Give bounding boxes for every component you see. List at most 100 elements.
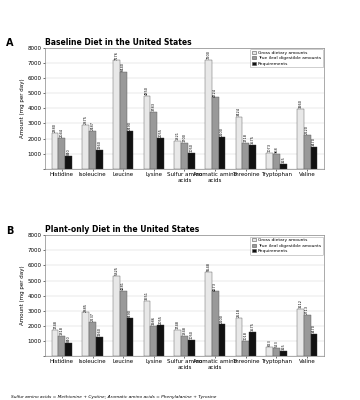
Text: 2237: 2237 <box>90 312 95 321</box>
Bar <box>266 152 273 169</box>
Text: Baseline Diet in the United States: Baseline Diet in the United States <box>45 38 192 47</box>
Text: 2055: 2055 <box>159 315 163 324</box>
Text: 3112: 3112 <box>298 299 302 308</box>
Text: Sulfur amino acids = Methionine + Cystine; Aromatic amino acids = Phenylalanine : Sulfur amino acids = Methionine + Cystin… <box>11 395 216 399</box>
Text: 4281: 4281 <box>121 282 125 290</box>
Text: 2044: 2044 <box>60 128 64 137</box>
Text: 2100: 2100 <box>220 127 224 136</box>
Bar <box>236 318 242 356</box>
Text: 2055: 2055 <box>159 128 163 137</box>
Bar <box>236 117 242 169</box>
Bar <box>113 60 120 169</box>
Text: 1986: 1986 <box>152 316 156 325</box>
Bar <box>205 60 212 169</box>
Legend: Gross dietary amounts, True ileal digestible amounts, Requirements: Gross dietary amounts, True ileal digest… <box>250 236 323 255</box>
Y-axis label: Amount (mg per day): Amount (mg per day) <box>20 78 25 138</box>
Bar <box>188 153 195 169</box>
Text: 1318: 1318 <box>60 326 64 335</box>
Text: 1260: 1260 <box>97 327 101 336</box>
Bar <box>89 131 96 169</box>
Bar <box>65 156 72 169</box>
Bar <box>273 154 280 169</box>
Bar <box>273 348 280 356</box>
Bar <box>249 145 256 169</box>
Text: 2490: 2490 <box>128 121 132 130</box>
Bar <box>174 141 181 169</box>
Text: 5325: 5325 <box>114 266 118 275</box>
Text: 7200: 7200 <box>206 50 210 59</box>
Text: 1050: 1050 <box>189 143 193 152</box>
Y-axis label: Amount (mg per day): Amount (mg per day) <box>20 266 25 326</box>
Bar <box>174 330 181 356</box>
Text: 3424: 3424 <box>237 107 241 116</box>
Bar <box>311 146 317 169</box>
Text: 5548: 5548 <box>206 262 210 271</box>
Bar <box>304 135 311 169</box>
Text: 3783: 3783 <box>152 102 156 111</box>
Text: B: B <box>6 226 13 236</box>
Text: 6440: 6440 <box>121 62 125 71</box>
Bar <box>82 125 89 169</box>
Text: 1748: 1748 <box>176 320 180 329</box>
Bar <box>242 143 249 169</box>
Text: 2490: 2490 <box>128 308 132 318</box>
Bar <box>96 150 103 169</box>
Text: 840: 840 <box>67 336 71 342</box>
Text: 523: 523 <box>274 340 279 347</box>
Bar <box>219 137 225 169</box>
Text: 1073: 1073 <box>268 143 272 152</box>
Bar <box>113 276 120 356</box>
Bar <box>82 312 89 356</box>
Bar <box>212 98 219 169</box>
Text: 1260: 1260 <box>97 140 101 149</box>
Text: 1718: 1718 <box>244 133 248 142</box>
Bar <box>280 164 287 169</box>
Bar <box>58 336 65 356</box>
Bar <box>120 72 127 169</box>
Text: Plant-only Diet in the United States: Plant-only Diet in the United States <box>45 226 199 234</box>
Bar <box>157 138 164 169</box>
Text: 840: 840 <box>67 148 71 155</box>
Text: 315: 315 <box>281 156 285 163</box>
Text: 4850: 4850 <box>145 86 149 95</box>
Text: 2875: 2875 <box>84 116 88 124</box>
Text: 2220: 2220 <box>305 125 309 134</box>
Bar <box>58 138 65 169</box>
Bar <box>249 332 256 356</box>
Bar <box>52 330 58 356</box>
Bar <box>127 131 133 169</box>
Text: 2885: 2885 <box>84 302 88 312</box>
Text: 315: 315 <box>281 344 285 350</box>
Bar <box>311 334 317 356</box>
Bar <box>150 112 157 169</box>
Text: 1018: 1018 <box>244 331 248 340</box>
Bar <box>96 337 103 356</box>
Text: 1575: 1575 <box>251 322 255 331</box>
Text: 2100: 2100 <box>220 314 224 323</box>
Bar <box>150 326 157 356</box>
Bar <box>212 292 219 356</box>
Bar <box>144 96 150 169</box>
Text: 2713: 2713 <box>305 305 309 314</box>
Bar <box>120 291 127 356</box>
Bar <box>181 336 188 356</box>
Text: 4273: 4273 <box>213 282 217 290</box>
Bar <box>304 315 311 356</box>
Bar <box>266 346 273 356</box>
Text: 968: 968 <box>274 146 279 153</box>
Text: A: A <box>6 38 13 48</box>
Bar <box>65 343 72 356</box>
Text: 1748: 1748 <box>53 320 57 329</box>
Text: 3960: 3960 <box>298 99 302 108</box>
Bar <box>219 324 225 356</box>
Bar <box>52 133 58 169</box>
Bar <box>127 318 133 356</box>
Bar <box>188 340 195 356</box>
Text: 4724: 4724 <box>213 88 217 96</box>
Text: 2518: 2518 <box>237 308 241 317</box>
Legend: Gross dietary amounts, True ileal digestible amounts, Requirements: Gross dietary amounts, True ileal digest… <box>250 49 323 68</box>
Text: 1470: 1470 <box>312 324 316 333</box>
Text: 2487: 2487 <box>90 121 95 130</box>
Bar <box>144 301 150 356</box>
Bar <box>181 143 188 169</box>
